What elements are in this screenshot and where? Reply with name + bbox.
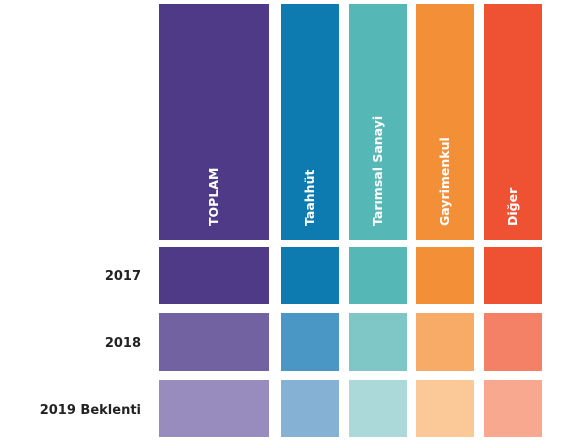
cell bbox=[281, 247, 339, 304]
cell bbox=[281, 313, 339, 371]
rows: 2017 2018 2019 Beklenti bbox=[40, 247, 542, 437]
cell bbox=[159, 247, 269, 304]
cell bbox=[349, 380, 407, 437]
cell bbox=[349, 313, 407, 371]
cell bbox=[416, 247, 474, 304]
row-label: 2017 bbox=[105, 269, 141, 284]
cell bbox=[159, 313, 269, 371]
header-cell bbox=[484, 4, 542, 240]
cell bbox=[281, 380, 339, 437]
cell bbox=[484, 380, 542, 437]
cell bbox=[349, 247, 407, 304]
headers: TOPLAM Taahhüt Tarımsal Sanayi Gayrimenk… bbox=[159, 4, 542, 240]
column-label: Tarımsal Sanayi bbox=[370, 116, 385, 226]
column-label: Diğer bbox=[505, 187, 520, 226]
cell bbox=[416, 313, 474, 371]
header-cell bbox=[159, 4, 269, 240]
cell bbox=[484, 313, 542, 371]
header-cell bbox=[349, 4, 407, 240]
header-cell bbox=[416, 4, 474, 240]
cell bbox=[484, 247, 542, 304]
column-label: TOPLAM bbox=[206, 168, 221, 226]
cell bbox=[416, 380, 474, 437]
row-label: 2018 bbox=[105, 336, 141, 351]
row-label: 2019 Beklenti bbox=[40, 403, 141, 418]
column-label: Gayrimenkul bbox=[437, 137, 452, 226]
column-label: Taahhüt bbox=[302, 170, 317, 226]
header-cell bbox=[281, 4, 339, 240]
cell bbox=[159, 380, 269, 437]
